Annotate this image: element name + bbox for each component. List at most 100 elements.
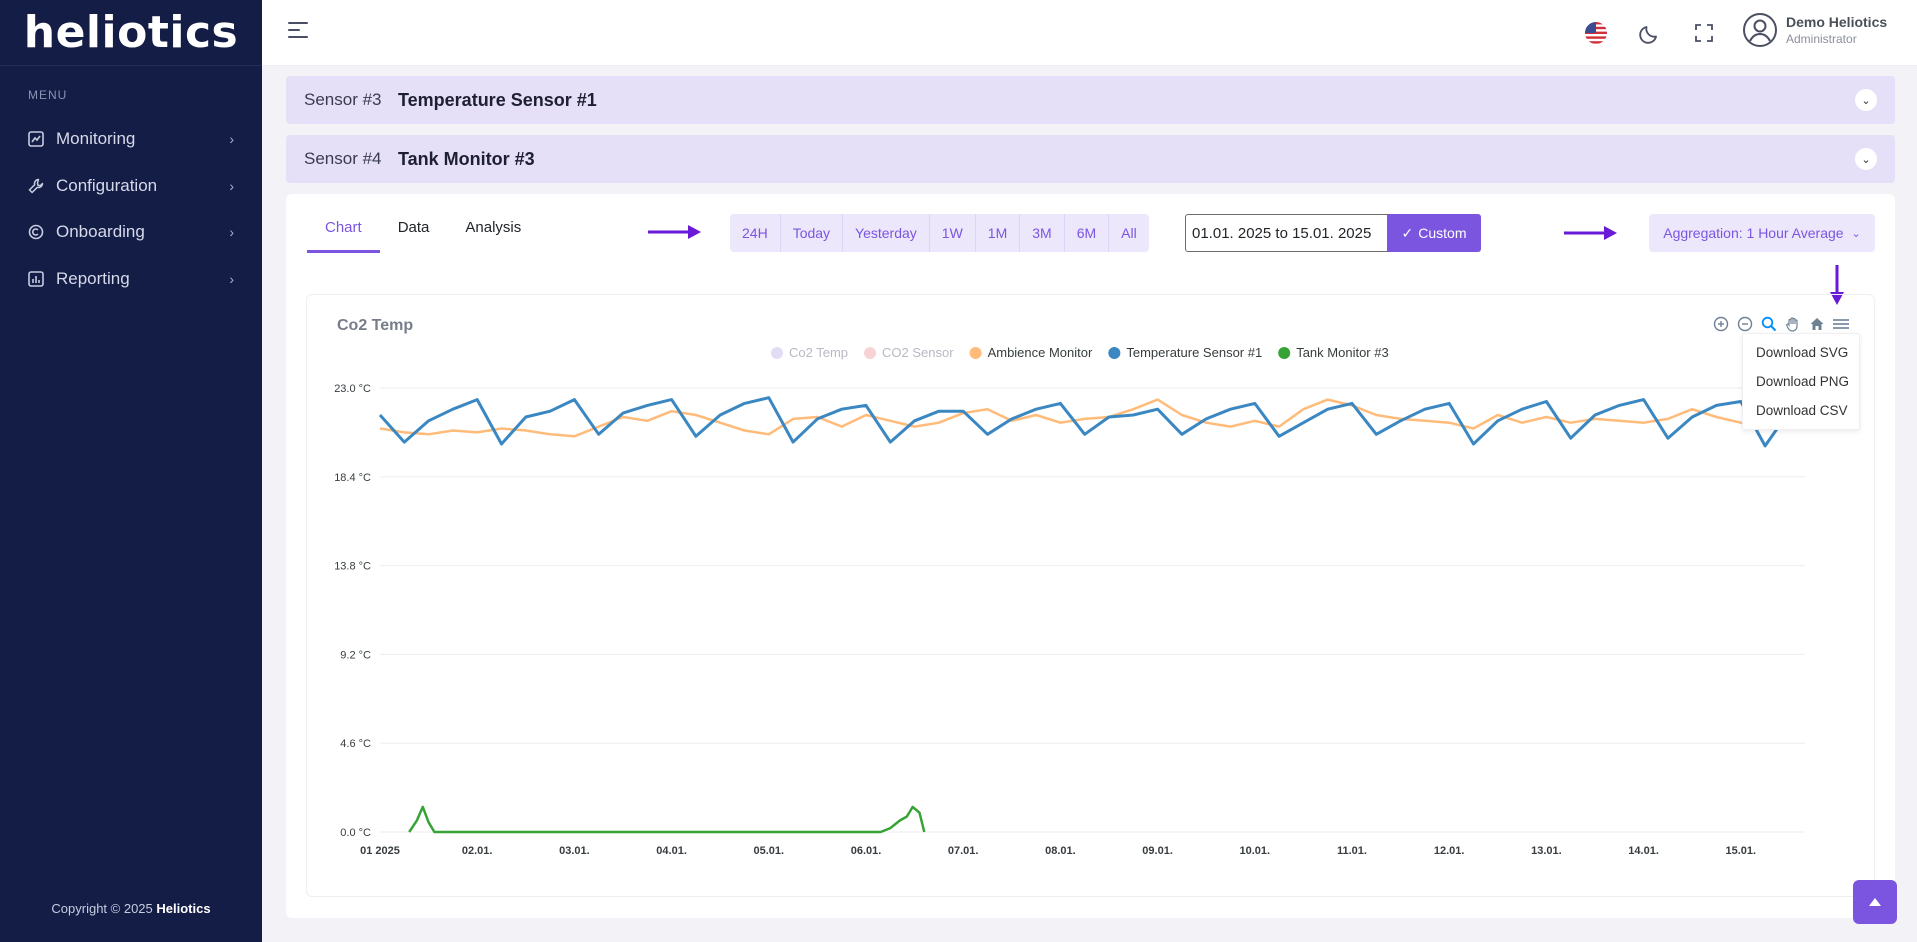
date-range-input[interactable]	[1185, 214, 1388, 252]
onboarding-icon	[28, 224, 44, 240]
download-csv[interactable]: Download CSV	[1756, 403, 1848, 418]
sidebar: heliotics MENU Monitoring › Configuratio…	[0, 0, 262, 942]
sidebar-item-onboarding[interactable]: Onboarding ›	[0, 209, 262, 256]
sensor-name: Temperature Sensor #1	[398, 89, 597, 110]
x-tick-label: 15.01.	[1726, 845, 1757, 857]
logo-text: heliotics	[23, 7, 239, 58]
sidebar-item-label: Onboarding	[56, 222, 145, 242]
tab-analysis[interactable]: Analysis	[465, 219, 522, 236]
aggregation-label: Aggregation: 1 Hour Average	[1663, 225, 1844, 241]
tab-data[interactable]: Data	[397, 219, 430, 236]
scroll-top-button[interactable]	[1853, 880, 1897, 924]
x-tick-label: 12.01.	[1434, 845, 1465, 857]
legend-label: Tank Monitor #3	[1296, 345, 1389, 360]
x-tick-label: 06.01.	[851, 845, 882, 857]
x-tick-label: 05.01.	[754, 845, 785, 857]
report-icon	[28, 270, 44, 287]
sidebar-item-label: Reporting	[56, 268, 130, 288]
arrow-down-icon	[1830, 265, 1844, 305]
pan-hand-icon[interactable]	[1784, 315, 1802, 333]
range-all[interactable]: All	[1121, 225, 1137, 241]
y-tick-label: 13.8 °C	[334, 561, 371, 573]
chevron-down-icon: ⌄	[1851, 227, 1861, 240]
logo[interactable]: heliotics	[0, 0, 262, 66]
legend-marker	[1108, 347, 1121, 359]
wrench-icon	[28, 178, 44, 193]
chart-container: Co2 Temp 23.0 °C 18.4 °C 13.8 °C 9.2 °C 4.6 …	[306, 294, 1875, 897]
caret-up-icon	[1869, 898, 1881, 906]
chevron-right-icon: ›	[229, 270, 234, 287]
tab-chart[interactable]: Chart	[307, 219, 380, 253]
chevron-right-icon: ›	[229, 177, 234, 194]
copyright: Copyright © 2025 Heliotics	[0, 901, 262, 916]
range-24h[interactable]: 24H	[730, 214, 781, 252]
custom-range-button[interactable]: ✓ Custom	[1387, 214, 1481, 252]
topbar: Demo Heliotics Administrator	[262, 0, 1917, 66]
range-yesterday[interactable]: Yesterday	[843, 214, 930, 252]
y-tick-label: 18.4 °C	[334, 472, 371, 484]
download-menu: Download SVG Download PNG Download CSV	[1742, 333, 1860, 430]
zoom-select-icon[interactable]	[1760, 315, 1778, 333]
sensor-name: Tank Monitor #3	[398, 148, 535, 169]
chart-title: Co2 Temp	[337, 317, 414, 334]
fullscreen-icon[interactable]	[1692, 21, 1716, 45]
sensor-number: Sensor #4	[304, 149, 382, 168]
user-menu[interactable]: Demo Heliotics Administrator	[1742, 12, 1887, 48]
range-3m[interactable]: 3M	[1020, 214, 1065, 252]
home-reset-icon[interactable]	[1808, 315, 1826, 333]
chevron-down-icon[interactable]: ⌄	[1855, 148, 1877, 170]
range-6m[interactable]: 6M	[1065, 214, 1110, 252]
zoom-out-icon[interactable]	[1736, 315, 1754, 333]
range-1m[interactable]: 1M	[976, 214, 1021, 252]
menu-icon[interactable]	[1832, 315, 1850, 333]
menu-title: MENU	[28, 88, 68, 102]
range-1w[interactable]: 1W	[930, 214, 976, 252]
sidebar-item-label: Configuration	[56, 175, 158, 195]
series-line	[408, 805, 926, 834]
line-chart[interactable]: 23.0 °C 18.4 °C 13.8 °C 9.2 °C 4.6 °C 0.0 °C 0…	[307, 295, 1876, 898]
series-line	[378, 390, 1829, 448]
x-tick-label: 08.01.	[1045, 845, 1076, 857]
sensor-bar-4[interactable]: Sensor #4 Tank Monitor #3 ⌄	[286, 135, 1895, 183]
y-tick-label: 23.0 °C	[334, 383, 371, 395]
legend-marker	[1278, 347, 1291, 359]
chart-icon	[28, 131, 44, 148]
legend-label: CO2 Sensor	[882, 345, 954, 360]
y-tick-label: 4.6 °C	[340, 738, 371, 750]
hamburger-icon[interactable]	[288, 22, 308, 40]
download-png[interactable]: Download PNG	[1756, 374, 1850, 389]
arrow-right-icon	[648, 225, 701, 239]
copyright-brand: Heliotics	[156, 901, 211, 916]
chevron-right-icon: ›	[229, 131, 234, 148]
sensor-number: Sensor #3	[304, 90, 382, 109]
zoom-in-icon[interactable]	[1712, 315, 1730, 333]
legend-label: Temperature Sensor #1	[1126, 345, 1262, 360]
legend-marker	[771, 347, 783, 359]
user-name: Demo Heliotics	[1786, 14, 1888, 30]
x-tick-label: 09.01.	[1142, 845, 1173, 857]
legend-label: Co2 Temp	[789, 345, 848, 360]
y-tick-label: 9.2 °C	[340, 649, 371, 661]
time-range-selector: 24H Today Yesterday 1W 1M 3M 6M All	[730, 214, 1149, 252]
x-tick-label: 14.01.	[1628, 845, 1659, 857]
sensor-bar-3[interactable]: Sensor #3 Temperature Sensor #1 ⌄	[286, 76, 1895, 124]
sidebar-item-label: Monitoring	[56, 129, 136, 149]
aggregation-dropdown[interactable]: Aggregation: 1 Hour Average ⌄	[1649, 214, 1875, 252]
x-tick-label: 13.01.	[1531, 845, 1562, 857]
arrow-right-icon	[1564, 226, 1617, 240]
custom-label: Custom	[1418, 225, 1467, 241]
range-today[interactable]: Today	[781, 214, 844, 252]
tab-bar: Chart Data Analysis	[307, 219, 539, 253]
sidebar-item-configuration[interactable]: Configuration ›	[0, 163, 262, 210]
legend-marker	[864, 347, 877, 359]
legend-label: Ambience Monitor	[988, 345, 1093, 360]
us-flag-icon[interactable]	[1584, 21, 1608, 45]
sidebar-item-monitoring[interactable]: Monitoring ›	[0, 116, 262, 163]
sidebar-item-reporting[interactable]: Reporting ›	[0, 256, 262, 303]
x-tick-label: 11.01.	[1337, 845, 1367, 857]
download-svg[interactable]: Download SVG	[1756, 345, 1849, 360]
chevron-down-icon[interactable]: ⌄	[1855, 89, 1877, 111]
chevron-right-icon: ›	[229, 224, 234, 241]
moon-icon[interactable]	[1638, 21, 1662, 45]
x-tick-label: 02.01.	[462, 845, 493, 857]
